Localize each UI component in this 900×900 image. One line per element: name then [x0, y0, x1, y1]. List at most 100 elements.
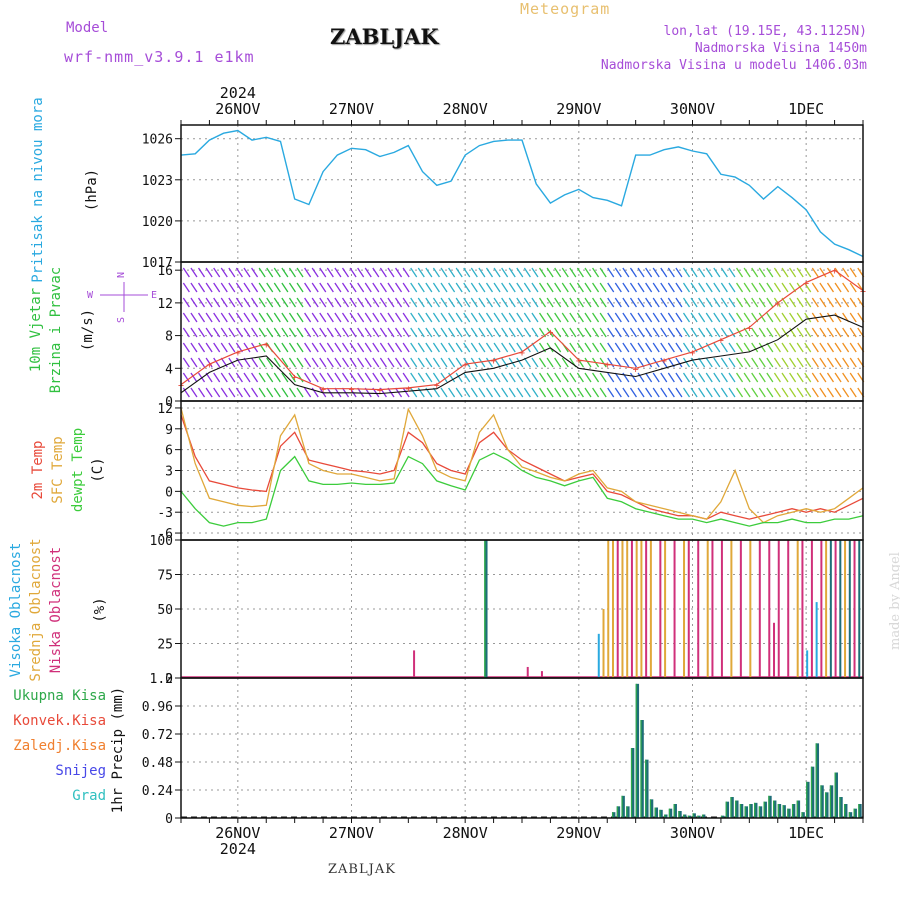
wind-barb — [228, 312, 236, 323]
precip-bar-edge — [768, 795, 770, 818]
year-label-top: 2024 — [220, 84, 256, 102]
precip-bar — [720, 815, 725, 818]
wind-barb — [826, 327, 835, 338]
wind-barb — [288, 312, 296, 323]
wind-barb — [531, 312, 539, 323]
wind-barb — [251, 357, 259, 368]
footer-station-name: ZABLJAK — [328, 862, 396, 877]
wind-barb — [849, 357, 857, 368]
wind-barb — [349, 297, 357, 308]
wind-barb — [349, 267, 357, 278]
wind-barb — [576, 327, 584, 338]
wind-barb — [463, 282, 471, 293]
wind-barb — [501, 267, 509, 278]
wind-barb — [849, 387, 857, 398]
wind-barb — [576, 267, 584, 278]
wind-barb — [652, 342, 660, 353]
wind-barb — [773, 267, 781, 278]
wind-barb — [629, 387, 637, 398]
wind-barb — [705, 372, 713, 383]
wind-barb — [470, 297, 478, 308]
wind-barb — [470, 327, 478, 338]
wind-barb — [417, 357, 425, 368]
wind-barb — [584, 267, 592, 278]
wind-barb — [379, 372, 387, 383]
wind-barb — [554, 357, 562, 368]
wind-barb — [652, 282, 660, 293]
wind-barb — [440, 342, 448, 353]
wind-barb — [819, 297, 827, 308]
wind-barb — [667, 327, 675, 338]
cloud-bar — [626, 540, 629, 678]
wind-barb — [637, 312, 645, 323]
wind-barb — [751, 387, 759, 398]
wind-barb — [334, 342, 342, 353]
wind-barb — [538, 282, 547, 293]
precip-bar — [744, 806, 748, 818]
wind-barb — [705, 342, 713, 353]
wind-barb — [251, 282, 259, 293]
wind-barb — [288, 357, 296, 368]
cloud-bar — [739, 540, 742, 678]
wind-barb — [546, 297, 554, 308]
precip-bar — [735, 800, 739, 818]
wind-barb — [637, 282, 645, 293]
wind-barb — [304, 267, 312, 278]
wind-barb — [205, 342, 213, 353]
wind-barb — [538, 267, 547, 278]
precip-bar-edge — [791, 804, 794, 818]
y-tick-label: 12 — [157, 402, 173, 417]
wind-barb — [402, 357, 410, 368]
gust-marker: + — [775, 299, 781, 310]
y-tick-label: 0 — [165, 812, 173, 827]
wind-barb — [319, 372, 327, 383]
wind-barb — [463, 327, 471, 338]
cloud-bar — [768, 540, 771, 678]
wind-barb — [508, 327, 516, 338]
wind-barb — [508, 372, 516, 383]
wind-barb — [357, 342, 365, 353]
wind-barb — [629, 327, 637, 338]
wind-barb — [501, 312, 509, 323]
wind-barb — [220, 297, 228, 308]
precip-bar-edge — [782, 805, 784, 818]
gust-marker: + — [661, 356, 667, 367]
wind-barb — [652, 372, 660, 383]
wind-barb — [501, 327, 509, 338]
wind-barb — [281, 372, 289, 383]
wind-barb — [584, 372, 592, 383]
gust-marker: + — [292, 372, 298, 383]
y-tick-label: 0.96 — [142, 700, 173, 715]
wind-barb — [614, 387, 622, 398]
wind-barb — [205, 312, 213, 323]
day-label-bottom: 27NOV — [329, 824, 374, 842]
wind-barb — [599, 372, 607, 383]
wind-barb — [485, 387, 494, 398]
wind-barb — [660, 297, 668, 308]
wind-barb — [736, 387, 744, 398]
wind-barb — [478, 357, 486, 368]
precip-bar-edge — [730, 797, 732, 818]
wind-barb — [425, 297, 433, 308]
wind-barb — [364, 372, 372, 383]
wind-barb — [281, 327, 289, 338]
wind-barb — [629, 342, 637, 353]
precip-legend-item: Zaledj.Kisa — [13, 738, 106, 754]
cloud-bar — [720, 540, 723, 678]
wind-barb — [743, 342, 751, 353]
cloud-bar — [858, 540, 861, 678]
wind-barb — [266, 297, 274, 308]
wind-barb — [660, 372, 668, 383]
wind-barb — [796, 267, 804, 278]
wind-barb — [523, 372, 531, 383]
day-label-top: 28NOV — [443, 100, 488, 118]
wind-barb — [296, 387, 304, 398]
cloud-bar — [787, 540, 790, 678]
wind-barb — [288, 282, 296, 293]
wind-barb — [516, 357, 524, 368]
wind-barb — [197, 342, 206, 353]
wind-barb — [296, 282, 304, 293]
wind-barb — [789, 387, 797, 398]
wind-barb — [220, 342, 228, 353]
wind-barb — [197, 267, 206, 278]
